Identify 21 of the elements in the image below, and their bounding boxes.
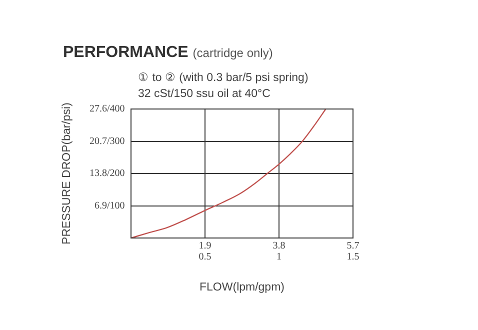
- y2-tick-label: /100: [107, 200, 125, 212]
- y2-tick-label: /200: [107, 168, 125, 180]
- x2-tick-label: 1.5: [346, 252, 360, 263]
- x-tick-label: 3.8: [272, 240, 286, 252]
- y-tick-label: 13.8: [90, 168, 107, 180]
- y-tick-label: 20.7: [90, 136, 107, 147]
- chart-title: PERFORMANCE: [63, 44, 188, 61]
- y-tick-label: 6.9: [94, 200, 107, 212]
- text: 32 cSt/150 ssu oil at 40°C: [138, 87, 272, 102]
- chart-subtitle: (cartridge only): [192, 46, 273, 60]
- text: ① to ② (with 0.3 bar/5 psi spring): [138, 71, 308, 86]
- x2-tick-label: 1: [276, 252, 282, 263]
- x2-tick-label: 0.5: [198, 252, 212, 263]
- x-tick-label: 1.9: [198, 240, 212, 252]
- line-series: [131, 109, 326, 238]
- y2-tick-label: /400: [107, 104, 125, 115]
- x-axis-title: FLOW(lpm/gpm): [200, 281, 285, 294]
- y2-tick-label: /300: [107, 136, 125, 147]
- x-tick-label: 5.7: [346, 240, 360, 252]
- y-axis-title: PRESSURE DROP(bar/psi): [61, 102, 74, 244]
- y-tick-label: 27.6: [90, 104, 107, 115]
